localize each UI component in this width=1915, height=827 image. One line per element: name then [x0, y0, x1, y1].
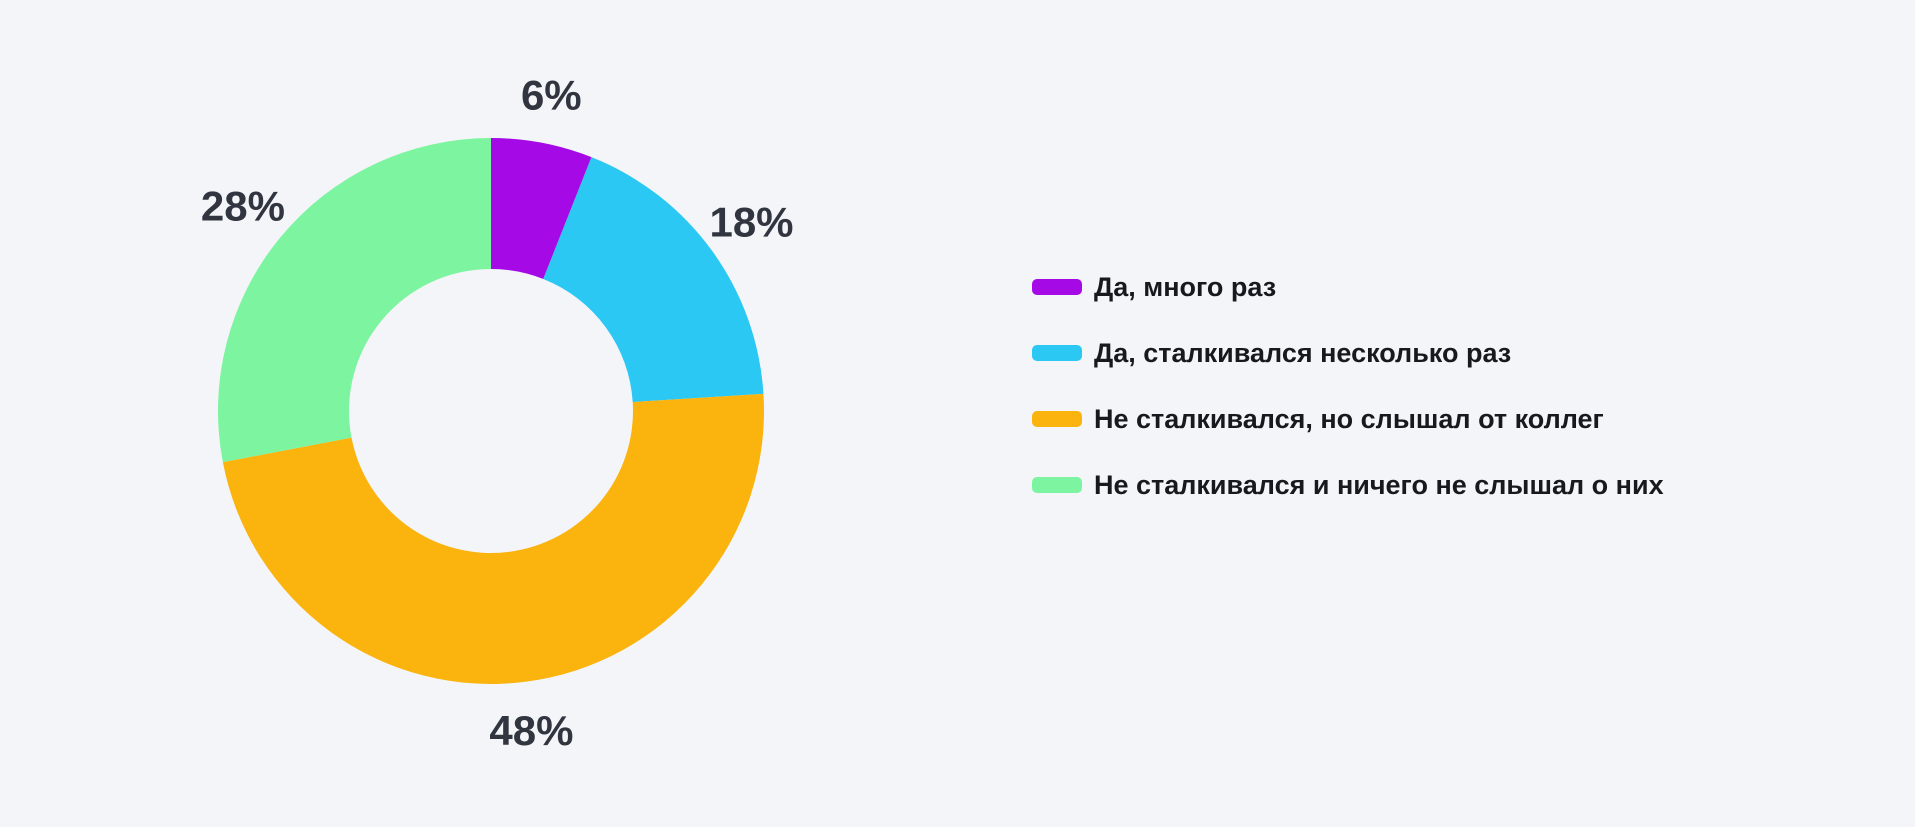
legend-label-3: Не сталкивался, но слышал от коллег: [1094, 404, 1604, 434]
donut-segment-4: [218, 138, 492, 463]
legend-item-4: Не сталкивался и ничего не слышал о них: [1032, 470, 1664, 500]
donut-segment-3: [222, 393, 764, 684]
legend-label-2: Да, сталкивался несколько раз: [1094, 338, 1512, 368]
donut-segment-1: [491, 138, 592, 279]
legend-label-4: Не сталкивался и ничего не слышал о них: [1094, 470, 1664, 500]
donut-svg: 6% 18% 48% 28%: [201, 71, 794, 754]
slice-value-label-1: 6%: [521, 71, 582, 118]
legend-swatch-2: [1032, 345, 1082, 361]
legend-swatch-3: [1032, 411, 1082, 427]
donut-segment-2: [543, 157, 764, 403]
slice-value-label-4: 28%: [201, 182, 285, 229]
legend-item-2: Да, сталкивался несколько раз: [1032, 338, 1664, 368]
legend-item-1: Да, много раз: [1032, 272, 1664, 302]
slice-value-label-2: 18%: [709, 198, 793, 245]
legend-swatch-1: [1032, 279, 1082, 295]
chart-legend: Да, много раз Да, сталкивался несколько …: [1032, 272, 1664, 536]
legend-item-3: Не сталкивался, но слышал от коллег: [1032, 404, 1664, 434]
legend-label-1: Да, много раз: [1094, 272, 1277, 302]
slice-value-label-3: 48%: [489, 707, 573, 754]
legend-swatch-4: [1032, 477, 1082, 493]
